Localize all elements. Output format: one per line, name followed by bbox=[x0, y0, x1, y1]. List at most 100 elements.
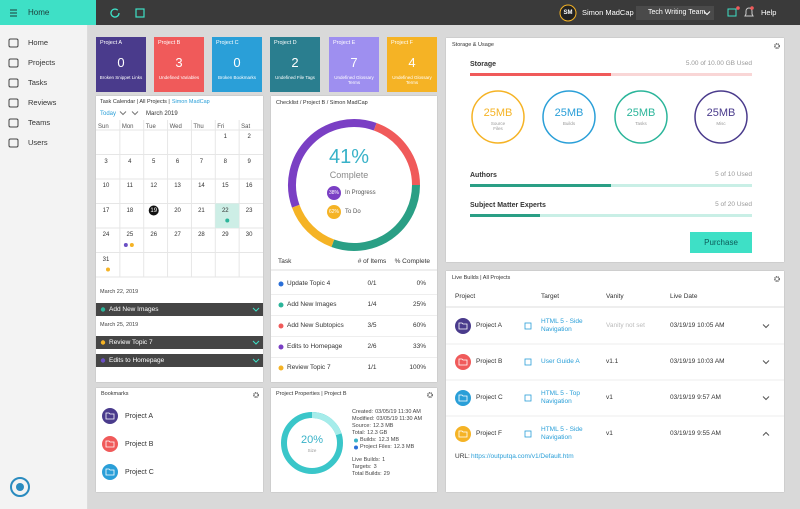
day-number: 28 bbox=[198, 232, 205, 238]
target-link[interactable]: HTML 5 - Top Navigation bbox=[541, 389, 581, 405]
complete-label: Complete bbox=[329, 170, 369, 180]
folder-icon bbox=[105, 412, 115, 420]
donut-segment bbox=[291, 204, 335, 248]
message-icon bbox=[727, 8, 737, 17]
folder-icon bbox=[455, 318, 471, 334]
column-header: Project bbox=[455, 293, 476, 300]
chevron bbox=[252, 307, 260, 312]
tile-label: Undefined Variables bbox=[158, 75, 200, 80]
day-number: 19 bbox=[150, 207, 158, 214]
help-link[interactable]: Help bbox=[761, 8, 777, 17]
event-title[interactable]: Edits to Homepage bbox=[109, 356, 165, 364]
bookmark[interactable]: Project C bbox=[125, 468, 154, 476]
event-title[interactable]: Review Topic 7 bbox=[109, 338, 153, 346]
day-number: 13 bbox=[174, 183, 181, 189]
property: Project Files: 12.3 MB bbox=[360, 444, 414, 451]
project-name: Project A bbox=[476, 321, 503, 329]
team-select bbox=[636, 6, 714, 20]
nav-item[interactable]: Reviews bbox=[28, 98, 57, 107]
tile-label: Undefined Glossary Terms bbox=[334, 75, 374, 86]
logo bbox=[10, 477, 30, 497]
column-header: # of Items bbox=[357, 258, 387, 265]
usage-text: 5.00 of 10.00 GB Used bbox=[685, 60, 752, 67]
nav-item[interactable]: Projects bbox=[28, 58, 56, 67]
nav-item[interactable]: Teams bbox=[28, 118, 51, 127]
nav-item[interactable]: Home bbox=[28, 38, 49, 47]
task-dot bbox=[278, 323, 284, 329]
tile-label: Undefined File Tags bbox=[275, 75, 315, 80]
team-name[interactable]: Tech Writing Team bbox=[648, 9, 706, 16]
nav-icon bbox=[8, 78, 19, 88]
task-name: Review Topic 7 bbox=[287, 363, 331, 371]
event-bar bbox=[96, 336, 263, 349]
property: Builds: 12.3 MB bbox=[360, 437, 399, 444]
property-value: 12.3 GB bbox=[367, 430, 388, 436]
property-label: Total: bbox=[352, 430, 366, 436]
issue-tile bbox=[387, 37, 437, 92]
storage-circle bbox=[471, 90, 525, 144]
folder-icon bbox=[458, 322, 468, 330]
panel-title: Project Properties | Project B bbox=[276, 391, 347, 397]
nav-item[interactable]: Users bbox=[28, 138, 48, 147]
panel-title: Bookmarks bbox=[101, 391, 129, 397]
bookmarks-panel bbox=[96, 388, 263, 492]
nav-icon bbox=[8, 38, 19, 48]
project-name: Project F bbox=[476, 429, 503, 437]
live-date: 03/19/19 9:57 AM bbox=[670, 393, 721, 401]
url-link[interactable]: https://outputqa.com/v1/Default.htm bbox=[471, 453, 574, 460]
target-link[interactable]: User Guide A bbox=[541, 357, 580, 365]
donut-segment bbox=[373, 122, 420, 186]
folder-icon bbox=[102, 408, 118, 424]
issue-tile bbox=[96, 37, 146, 92]
usage-text: 5 of 10 Used bbox=[715, 171, 752, 178]
event-title[interactable]: Add New Images bbox=[109, 305, 159, 313]
day-number: 5 bbox=[152, 158, 156, 165]
vanity: v1 bbox=[606, 393, 613, 401]
folder-icon bbox=[102, 436, 118, 452]
weekday: Tue bbox=[145, 124, 156, 130]
folder-icon bbox=[455, 354, 471, 370]
target-icon bbox=[524, 394, 532, 402]
panel-title: Storage & Usage bbox=[452, 42, 494, 48]
nav-item[interactable]: Tasks bbox=[28, 78, 48, 87]
event-dot bbox=[129, 243, 134, 247]
target-icon bbox=[524, 322, 532, 330]
target-link[interactable]: HTML 5 - Side Navigation bbox=[541, 317, 583, 333]
size-percent: 20% bbox=[300, 434, 324, 446]
tile-project: Project B bbox=[158, 40, 181, 46]
usage-text: 5 of 20 Used bbox=[715, 201, 752, 208]
column-header: Live Date bbox=[670, 293, 698, 300]
chevron bbox=[762, 396, 770, 401]
section-label: Subject Matter Experts bbox=[470, 202, 546, 209]
target-link[interactable]: HTML 5 - Side Navigation bbox=[541, 425, 583, 441]
property-value: 1 bbox=[382, 457, 386, 463]
tile-count: 7 bbox=[350, 55, 358, 70]
nav-home[interactable]: Home bbox=[28, 8, 50, 17]
settings-icon bbox=[427, 392, 433, 398]
title-text: Task Calendar | All Projects | bbox=[100, 99, 170, 105]
property: Created: 03/05/19 11:30 AM bbox=[352, 409, 421, 416]
donut-segment bbox=[311, 412, 342, 436]
legend-value: 62% bbox=[328, 208, 340, 215]
bookmark[interactable]: Project B bbox=[125, 440, 154, 448]
live-date: 03/19/19 9:55 AM bbox=[670, 429, 721, 437]
property-value: 29 bbox=[383, 471, 390, 477]
day-number: 14 bbox=[198, 183, 205, 189]
notification-dot bbox=[750, 6, 754, 10]
bookmark[interactable]: Project A bbox=[125, 412, 154, 420]
task-percent: 33% bbox=[412, 342, 426, 350]
legend-value: 38% bbox=[328, 189, 340, 196]
folder-icon bbox=[105, 468, 115, 476]
task-dot bbox=[278, 344, 284, 350]
usage-bar bbox=[470, 73, 611, 76]
tile-label: Broken Bookmarks bbox=[217, 75, 256, 80]
property-label: Live Builds: bbox=[352, 457, 381, 463]
day-number: 3 bbox=[104, 158, 108, 165]
property: Targets: 3 bbox=[352, 464, 377, 471]
today-button[interactable]: Today bbox=[100, 111, 117, 117]
usage-bar bbox=[470, 214, 540, 217]
purchase-button[interactable] bbox=[690, 232, 752, 253]
chevron bbox=[131, 111, 139, 116]
chevron bbox=[703, 11, 711, 16]
